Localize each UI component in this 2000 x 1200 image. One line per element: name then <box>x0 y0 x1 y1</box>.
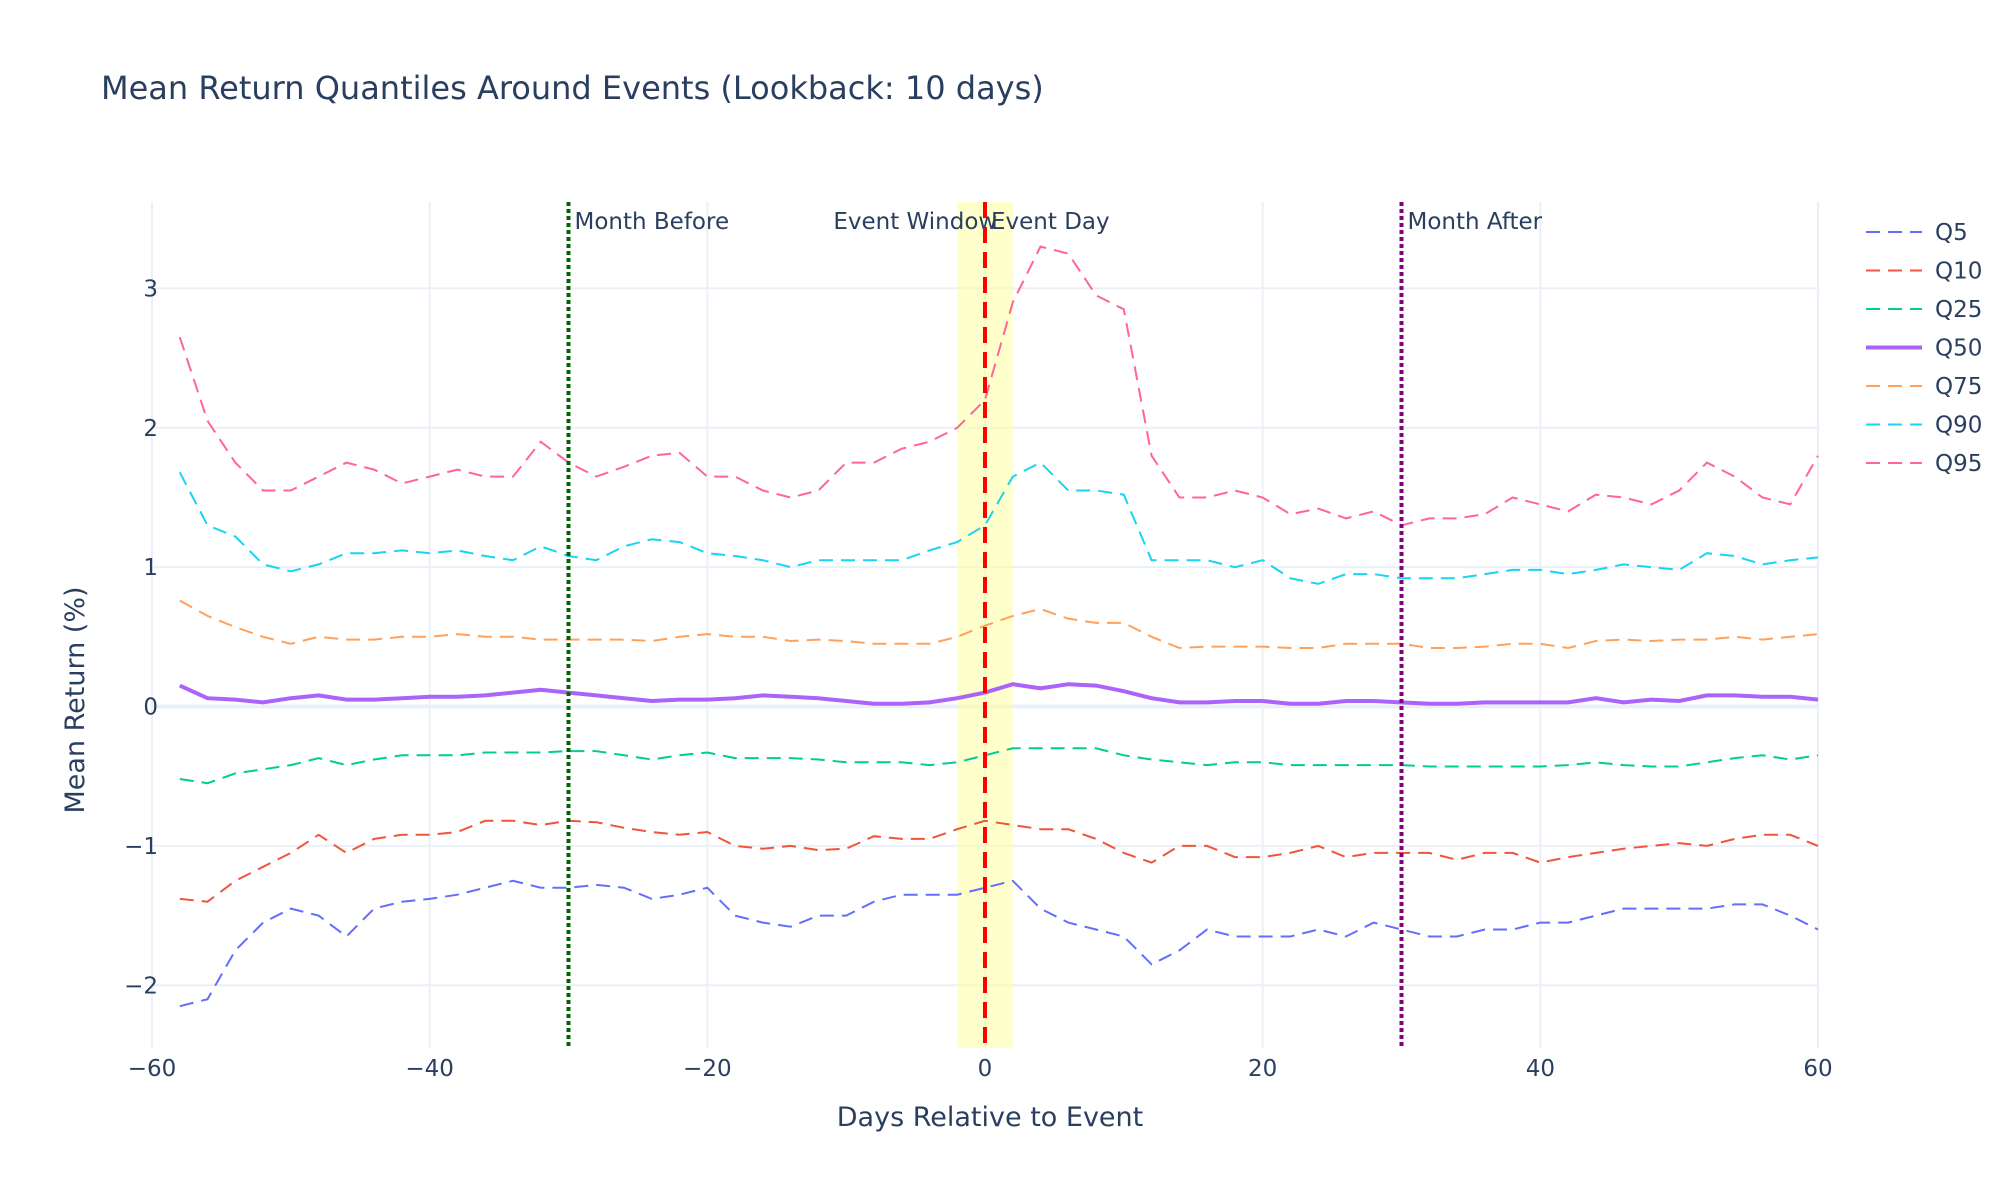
series-lines <box>178 245 1819 1008</box>
series-line-q50 <box>178 682 1819 706</box>
x-tick-label: −40 <box>405 1056 454 1082</box>
y-tick-label: 3 <box>143 276 158 302</box>
vline-label: Month After <box>1408 209 1543 235</box>
legend-item-q95[interactable]: Q95 <box>1866 451 1982 477</box>
legend-item-q50[interactable]: Q50 <box>1866 336 1982 362</box>
legend-item-q90[interactable]: Q90 <box>1866 413 1982 439</box>
y-tick-label: −2 <box>124 973 158 999</box>
y-tick-label: −1 <box>124 834 158 860</box>
legend-label: Q75 <box>1935 374 1982 400</box>
x-axis-ticks: −60 −40 −20 0 20 40 60 <box>128 1056 1833 1082</box>
legend-item-q75[interactable]: Q75 <box>1866 374 1982 400</box>
legend-item-q10[interactable]: Q10 <box>1866 259 1982 285</box>
legend-label: Q90 <box>1935 413 1982 439</box>
legend-label: Q25 <box>1935 297 1982 323</box>
x-tick-label: −60 <box>128 1056 177 1082</box>
x-tick-label: 60 <box>1803 1056 1832 1082</box>
legend: Q5 Q10 Q25 Q50 Q75 Q90 Q95 <box>1866 220 1982 477</box>
y-axis-ticks: −2 −1 0 1 2 3 <box>124 276 158 999</box>
x-tick-label: 20 <box>1248 1056 1277 1082</box>
legend-item-q25[interactable]: Q25 <box>1866 297 1982 323</box>
series-line-q90 <box>178 461 1819 585</box>
event-window-label: Event Window <box>833 209 997 235</box>
vline-label: Month Before <box>575 209 730 235</box>
legend-label: Q95 <box>1935 451 1982 477</box>
legend-label: Q50 <box>1935 336 1982 362</box>
series-line-q95 <box>178 245 1819 527</box>
y-tick-label: 1 <box>143 555 158 581</box>
series-line-q75 <box>179 599 1819 650</box>
x-tick-label: 40 <box>1526 1056 1555 1082</box>
series-line-q10 <box>179 819 1819 903</box>
series-line-q5 <box>179 879 1819 1008</box>
reference-lines: Month Before Event Day Month After <box>566 202 1543 1048</box>
y-axis-label: Mean Return (%) <box>60 586 91 813</box>
chart-title: Mean Return Quantiles Around Events (Loo… <box>101 69 1044 107</box>
y-tick-label: 2 <box>143 416 158 442</box>
legend-label: Q10 <box>1935 259 1982 285</box>
x-tick-label: 0 <box>978 1056 993 1082</box>
legend-label: Q5 <box>1935 220 1968 246</box>
x-axis-label: Days Relative to Event <box>837 1102 1143 1133</box>
series-line-q25 <box>179 747 1819 785</box>
legend-item-q5[interactable]: Q5 <box>1866 220 1968 246</box>
y-tick-label: 0 <box>143 695 158 721</box>
vline-label: Event Day <box>991 209 1110 235</box>
x-tick-label: −20 <box>683 1056 732 1082</box>
